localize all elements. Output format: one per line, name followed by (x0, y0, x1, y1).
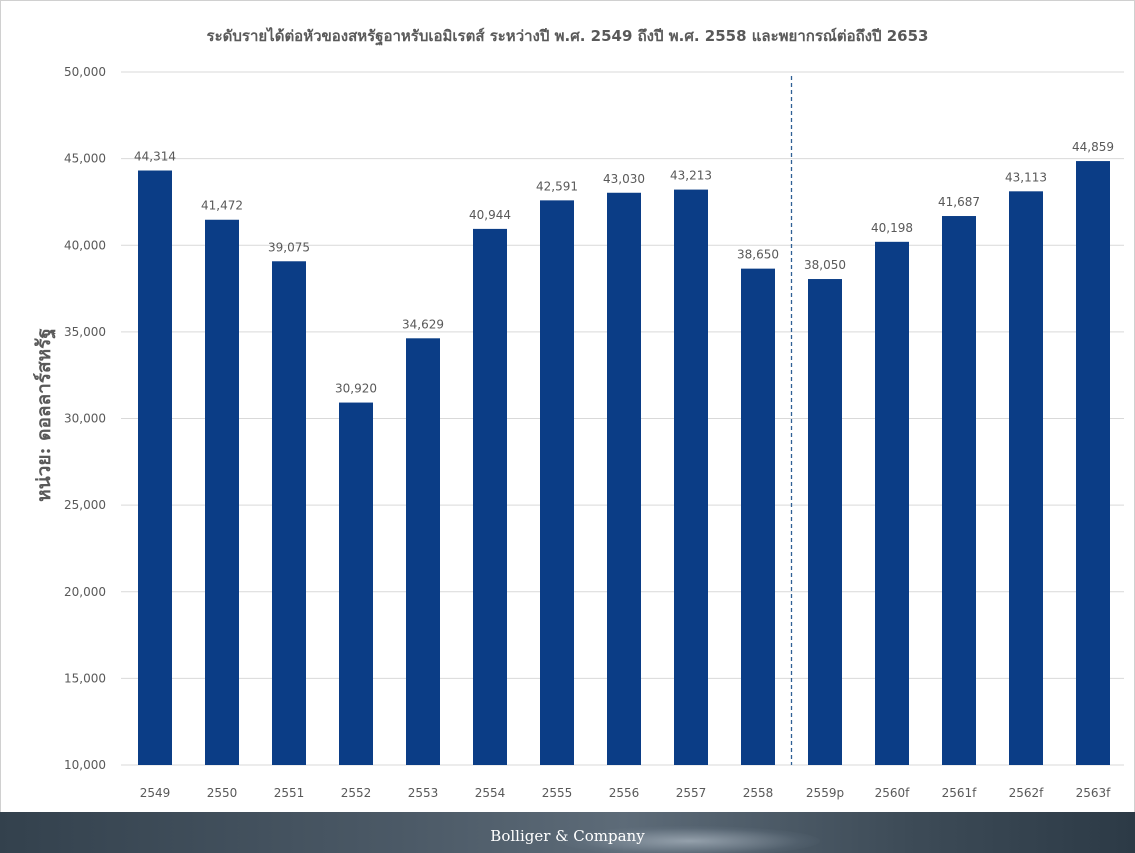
y-tick-label: 10,000 (64, 758, 106, 772)
bar-2553 (406, 338, 440, 765)
data-label-2559p: 38,050 (804, 258, 846, 272)
bar-2560f (875, 241, 909, 766)
data-label-2552: 30,920 (335, 382, 377, 396)
y-tick-label: 25,000 (64, 498, 106, 512)
x-tick-label-2555: 2555 (542, 786, 573, 800)
x-tick-label-2556: 2556 (609, 786, 640, 800)
data-label-2556: 43,030 (603, 172, 645, 186)
y-tick-label: 50,000 (64, 65, 106, 79)
x-tick-label-2563f: 2563f (1076, 786, 1112, 800)
x-tick-label-2549: 2549 (140, 786, 171, 800)
x-tick-label-2558: 2558 (743, 786, 774, 800)
y-tick-label: 15,000 (64, 671, 106, 685)
y-tick-label: 45,000 (64, 152, 106, 166)
data-label-2550: 41,472 (201, 199, 243, 213)
x-tick-label-2562f: 2562f (1009, 786, 1045, 800)
bars (138, 161, 1110, 766)
bar-2550 (205, 219, 239, 765)
x-tick-label-2554: 2554 (475, 786, 506, 800)
x-tick-label-2550: 2550 (207, 786, 238, 800)
chart-title: ระดับรายได้ต่อหัวของสหรัฐอาหรับเอมิเรตส์… (206, 27, 929, 45)
footer-wave-decoration (560, 826, 820, 853)
bar-2556 (607, 192, 641, 765)
y-tick-label: 40,000 (64, 238, 106, 252)
bar-2557 (674, 189, 708, 765)
x-tick-label-2553: 2553 (408, 786, 439, 800)
data-label-2553: 34,629 (402, 317, 444, 331)
bar-2549 (138, 170, 172, 765)
bar-2563f (1076, 161, 1110, 766)
x-tick-label-2552: 2552 (341, 786, 372, 800)
bar-2551 (272, 261, 306, 765)
bar-2552 (339, 402, 373, 765)
bar-2561f (942, 216, 976, 766)
y-axis-ticks: 10,000 15,000 20,000 25,000 30,000 35,000 40,0… (64, 65, 106, 772)
footer-brand-logo: Bolliger & Company (490, 827, 645, 845)
data-label-2561f: 41,687 (938, 195, 980, 209)
x-tick-label-2560f: 2560f (875, 786, 911, 800)
data-label-2562f: 43,113 (1005, 170, 1047, 184)
footer-banner: Bolliger & Company (0, 812, 1135, 853)
bar-2559p (808, 279, 842, 765)
data-labels: 44,314 41,472 39,075 30,920 34,629 40,944 42,5… (134, 140, 1114, 395)
data-label-2558: 38,650 (737, 248, 779, 262)
data-label-2555: 42,591 (536, 179, 578, 193)
x-tick-label-2551: 2551 (274, 786, 305, 800)
data-label-2551: 39,075 (268, 240, 310, 254)
data-label-2560f: 40,198 (871, 221, 913, 235)
y-tick-label: 30,000 (64, 412, 106, 426)
data-label-2563f: 44,859 (1072, 140, 1114, 154)
data-label-2557: 43,213 (670, 169, 712, 183)
y-tick-label: 20,000 (64, 585, 106, 599)
x-tick-label-2561f: 2561f (942, 786, 978, 800)
bar-2562f (1009, 191, 1043, 766)
data-label-2549: 44,314 (134, 150, 176, 164)
x-tick-label-2557: 2557 (676, 786, 707, 800)
y-tick-label: 35,000 (64, 325, 106, 339)
bar-chart: 10,000 15,000 20,000 25,000 30,000 35,000 40,0… (64, 65, 1124, 800)
bar-2555 (540, 200, 574, 765)
bar-2554 (473, 228, 507, 765)
bar-2558 (741, 268, 775, 765)
x-axis-ticks: 2549 2550 2551 2552 2553 2554 2555 2556 2557 2558… (140, 786, 1111, 800)
data-label-2554: 40,944 (469, 208, 511, 222)
x-tick-label-2559p: 2559p (806, 786, 844, 800)
